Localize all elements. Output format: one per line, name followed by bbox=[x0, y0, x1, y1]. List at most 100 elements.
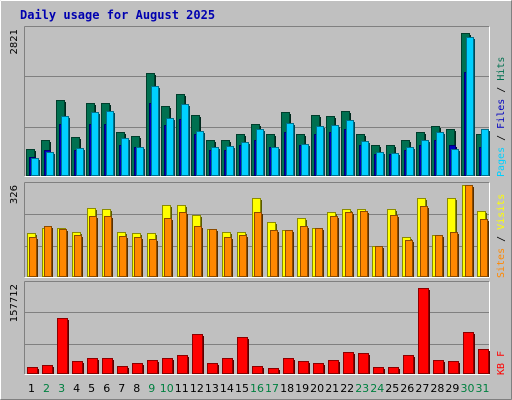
bar-fill bbox=[57, 318, 68, 374]
bar-kbytes-day-24 bbox=[373, 367, 385, 374]
bar-sites-day-3 bbox=[59, 229, 68, 277]
bar-fill bbox=[46, 152, 54, 176]
day-label-23: 23 bbox=[355, 382, 369, 395]
bar-fill bbox=[222, 358, 233, 374]
bar-outline bbox=[76, 148, 84, 176]
bar-kbytes-day-14 bbox=[222, 358, 234, 374]
bar-sites-day-9 bbox=[149, 239, 158, 277]
bar-kbytes-day-17 bbox=[268, 368, 280, 374]
bar-pages-day-10 bbox=[166, 118, 175, 176]
bar-outline bbox=[463, 332, 474, 374]
bar-fill bbox=[391, 153, 399, 176]
bar-outline bbox=[375, 246, 383, 277]
bar-fill bbox=[256, 129, 264, 176]
bar-outline bbox=[57, 318, 68, 374]
bar-outline bbox=[478, 349, 489, 374]
bar-outline bbox=[256, 129, 264, 176]
bar-fill bbox=[237, 337, 248, 374]
bar-kbytes-day-29 bbox=[448, 361, 460, 374]
bar-outline bbox=[346, 120, 354, 176]
bar-pages-day-22 bbox=[346, 120, 355, 176]
day-label-20: 20 bbox=[310, 382, 324, 395]
bar-pages-day-9 bbox=[151, 86, 160, 176]
day-label-1: 1 bbox=[28, 382, 35, 395]
bar-fill bbox=[373, 367, 384, 374]
bar-fill bbox=[162, 358, 173, 374]
legend-entry-visits: Visits bbox=[496, 194, 507, 230]
day-label-7: 7 bbox=[118, 382, 125, 395]
bar-fill bbox=[132, 363, 143, 374]
bar-fill bbox=[285, 230, 293, 277]
bar-pages-day-3 bbox=[61, 116, 70, 176]
bar-outline bbox=[480, 219, 488, 277]
bar-outline bbox=[343, 352, 354, 374]
bar-outline bbox=[29, 237, 37, 277]
bar-outline bbox=[179, 212, 187, 277]
bar-sites-day-26 bbox=[405, 240, 414, 277]
bar-outline bbox=[433, 360, 444, 374]
bar-sites-day-1 bbox=[29, 237, 38, 277]
bar-fill bbox=[271, 147, 279, 176]
bar-outline bbox=[391, 153, 399, 176]
bar-pages-day-16 bbox=[256, 129, 265, 176]
bar-fill bbox=[450, 232, 458, 277]
legend-separator: / bbox=[496, 129, 507, 147]
bar-kbytes-day-1 bbox=[27, 367, 39, 374]
bar-fill bbox=[239, 235, 247, 277]
bar-fill bbox=[478, 349, 489, 374]
bar-pages-day-26 bbox=[406, 147, 415, 176]
bar-outline bbox=[177, 355, 188, 374]
bar-fill bbox=[433, 360, 444, 374]
day-label-19: 19 bbox=[295, 382, 309, 395]
bar-sites-day-25 bbox=[390, 215, 399, 277]
bar-outline bbox=[271, 147, 279, 176]
day-label-25: 25 bbox=[385, 382, 399, 395]
legend-entry-kb: KB bbox=[496, 363, 507, 375]
bar-sites-day-2 bbox=[44, 226, 53, 277]
bar-fill bbox=[375, 246, 383, 277]
bar-fill bbox=[436, 132, 444, 176]
bar-outline bbox=[373, 367, 384, 374]
bar-fill bbox=[76, 148, 84, 176]
bar-outline bbox=[151, 86, 159, 176]
bar-pages-day-25 bbox=[391, 153, 400, 176]
bar-outline bbox=[119, 236, 127, 277]
bar-outline bbox=[421, 140, 429, 176]
bar-fill bbox=[361, 141, 369, 176]
bar-outline bbox=[59, 229, 67, 277]
day-label-3: 3 bbox=[58, 382, 65, 395]
day-label-29: 29 bbox=[445, 382, 459, 395]
day-label-9: 9 bbox=[148, 382, 155, 395]
bar-outline bbox=[194, 226, 202, 277]
bar-outline bbox=[46, 152, 54, 176]
bar-fill bbox=[61, 116, 69, 176]
day-label-10: 10 bbox=[160, 382, 174, 395]
bar-fill bbox=[376, 152, 384, 176]
bar-outline bbox=[283, 358, 294, 374]
bar-sites-day-19 bbox=[300, 226, 309, 277]
bar-outline bbox=[418, 288, 429, 374]
bar-fill bbox=[89, 216, 97, 277]
day-label-13: 13 bbox=[205, 382, 219, 395]
bar-kbytes-day-25 bbox=[388, 367, 400, 374]
bar-fill bbox=[481, 129, 489, 176]
bar-outline bbox=[448, 361, 459, 374]
bar-fill bbox=[181, 104, 189, 176]
bar-kbytes-day-2 bbox=[42, 365, 54, 374]
bar-outline bbox=[181, 104, 189, 176]
bar-outline bbox=[211, 147, 219, 176]
bar-sites-day-15 bbox=[239, 235, 248, 277]
bar-fill bbox=[119, 236, 127, 277]
bar-pages-day-29 bbox=[451, 149, 460, 176]
bar-outline bbox=[207, 363, 218, 374]
legend-hits-files-pages: Pages / Files / Hits bbox=[496, 57, 507, 177]
day-label-26: 26 bbox=[400, 382, 414, 395]
bar-pages-day-24 bbox=[376, 152, 385, 176]
bar-outline bbox=[388, 367, 399, 374]
bar-outline bbox=[390, 215, 398, 277]
bar-kbytes-day-31 bbox=[478, 349, 490, 374]
bar-kbytes-day-3 bbox=[57, 318, 69, 374]
bar-outline bbox=[405, 240, 413, 277]
bar-outline bbox=[104, 216, 112, 277]
